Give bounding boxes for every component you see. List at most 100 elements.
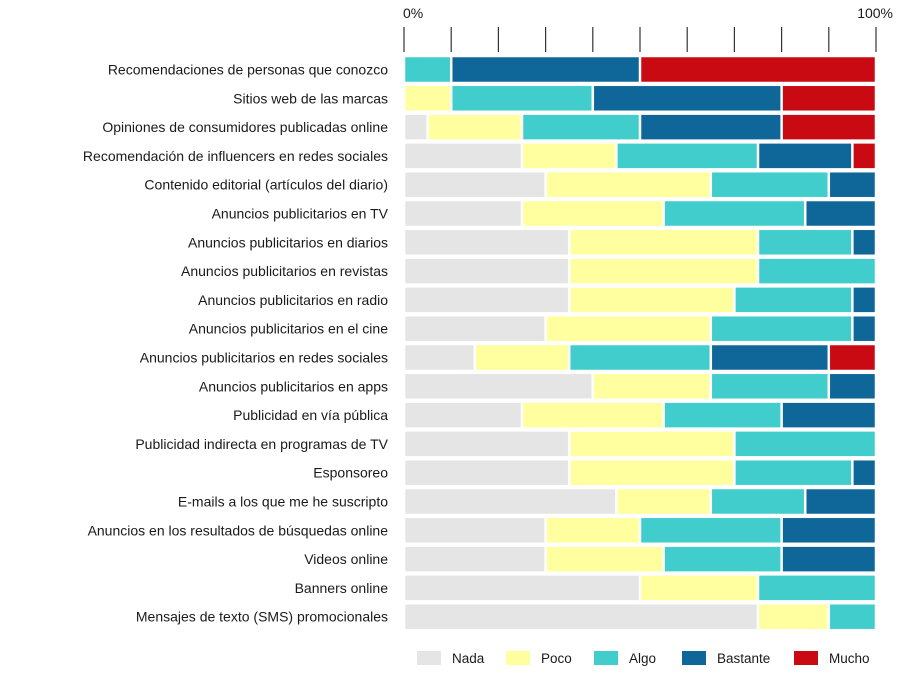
category-label: Banners online bbox=[295, 580, 389, 596]
bar-segment-algo bbox=[640, 517, 781, 544]
bar-segment-nada bbox=[404, 517, 545, 544]
bar-segment-bastante bbox=[853, 459, 876, 486]
bar-segment-poco bbox=[546, 517, 640, 544]
category-label: Anuncios publicitarios en el cine bbox=[189, 321, 388, 337]
bar-segment-algo bbox=[711, 488, 805, 515]
bar-segment-algo bbox=[569, 344, 711, 371]
bar-segment-nada bbox=[404, 200, 522, 227]
bar-segment-poco bbox=[593, 373, 711, 400]
bar-segment-nada bbox=[404, 546, 545, 572]
bar-segment-nada bbox=[404, 143, 522, 169]
category-label: Anuncios publicitarios en radio bbox=[198, 292, 388, 308]
bar-segment-algo bbox=[758, 258, 876, 284]
bar-segment-algo bbox=[758, 229, 852, 256]
bars bbox=[404, 56, 876, 630]
bar-segment-mucho bbox=[829, 344, 876, 371]
category-label: Esponsoreo bbox=[313, 465, 388, 481]
x-axis bbox=[403, 27, 877, 52]
legend-label-nada: Nada bbox=[452, 651, 485, 666]
bar-segment-bastante bbox=[451, 56, 640, 83]
category-label: Recomendación de influencers en redes so… bbox=[83, 148, 388, 164]
bar-segment-algo bbox=[664, 402, 781, 428]
bar-segment-poco bbox=[546, 315, 711, 342]
bar-segment-algo bbox=[829, 603, 876, 630]
bar-segment-algo bbox=[735, 459, 852, 486]
bar-segment-mucho bbox=[853, 143, 876, 169]
category-label: Publicidad en vía pública bbox=[233, 407, 388, 423]
bar-segment-algo bbox=[664, 200, 805, 227]
bar-segment-poco bbox=[546, 546, 663, 572]
category-label: Publicidad indirecta en programas de TV bbox=[135, 436, 388, 452]
bar-segment-poco bbox=[546, 171, 711, 198]
bar-segment-nada bbox=[404, 373, 593, 400]
bar-segment-algo bbox=[617, 143, 758, 169]
bar-segment-algo bbox=[711, 315, 852, 342]
legend-label-poco: Poco bbox=[541, 651, 572, 666]
bar-segment-poco bbox=[522, 200, 663, 227]
bar-segment-mucho bbox=[640, 56, 876, 83]
bar-segment-bastante bbox=[782, 546, 876, 572]
category-label: Anuncios publicitarios en revistas bbox=[181, 263, 388, 279]
category-label: Videos online bbox=[304, 551, 388, 567]
bar-segment-poco bbox=[569, 258, 758, 284]
bar-segment-nada bbox=[404, 287, 569, 313]
category-label: Anuncios en los resultados de búsquedas … bbox=[88, 522, 389, 538]
bar-segment-bastante bbox=[853, 229, 876, 256]
bar-segment-bastante bbox=[782, 517, 876, 544]
bar-segment-nada bbox=[404, 344, 475, 371]
bar-segment-algo bbox=[735, 431, 876, 457]
bar-segment-nada bbox=[404, 488, 616, 515]
bar-segment-bastante bbox=[711, 344, 829, 371]
bar-segment-bastante bbox=[829, 373, 876, 400]
bar-segment-bastante bbox=[640, 114, 781, 140]
bar-segment-nada bbox=[404, 459, 569, 486]
category-label: Recomendaciones de personas que conozco bbox=[108, 62, 388, 78]
bar-segment-nada bbox=[404, 603, 758, 630]
bar-segment-poco bbox=[475, 344, 569, 371]
category-label: Anuncios publicitarios en TV bbox=[212, 206, 389, 222]
legend-swatch-algo bbox=[594, 651, 618, 665]
bar-segment-poco bbox=[522, 143, 616, 169]
bar-segment-nada bbox=[404, 315, 545, 342]
legend-label-algo: Algo bbox=[629, 651, 656, 666]
bar-segment-nada bbox=[404, 229, 569, 256]
legend-label-mucho: Mucho bbox=[829, 651, 870, 666]
bar-segment-poco bbox=[404, 85, 451, 112]
bar-segment-bastante bbox=[853, 287, 876, 313]
legend-swatch-poco bbox=[506, 651, 530, 665]
bar-segment-poco bbox=[640, 575, 758, 601]
category-labels: Recomendaciones de personas que conozco S… bbox=[83, 62, 389, 625]
category-label: Mensajes de texto (SMS) promocionales bbox=[136, 609, 388, 625]
bar-segment-poco bbox=[569, 431, 734, 457]
bar-segment-poco bbox=[758, 603, 829, 630]
bar-segment-poco bbox=[428, 114, 522, 140]
bar-segment-nada bbox=[404, 258, 569, 284]
bar-segment-algo bbox=[404, 56, 451, 83]
category-label: Sitios web de las marcas bbox=[233, 90, 388, 106]
bar-segment-nada bbox=[404, 575, 640, 601]
bar-segment-bastante bbox=[829, 171, 876, 198]
bar-segment-bastante bbox=[593, 85, 781, 112]
category-label: Anuncios publicitarios en diarios bbox=[188, 234, 388, 250]
bar-segment-nada bbox=[404, 171, 545, 198]
bar-segment-algo bbox=[451, 85, 593, 112]
bar-segment-poco bbox=[617, 488, 711, 515]
bar-segment-poco bbox=[569, 229, 758, 256]
bar-segment-algo bbox=[711, 373, 829, 400]
legend-swatch-nada bbox=[417, 651, 441, 665]
bar-segment-bastante bbox=[758, 143, 852, 169]
bar-segment-bastante bbox=[805, 200, 876, 227]
bar-segment-nada bbox=[404, 431, 569, 457]
category-label: E-mails a los que me he suscripto bbox=[178, 494, 388, 510]
bar-segment-mucho bbox=[782, 114, 876, 140]
bar-segment-poco bbox=[569, 459, 734, 486]
bar-segment-nada bbox=[404, 402, 522, 428]
legend-label-bastante: Bastante bbox=[717, 651, 770, 666]
category-label: Opiniones de consumidores publicadas onl… bbox=[102, 119, 388, 135]
category-label: Anuncios publicitarios en redes sociales bbox=[140, 350, 388, 366]
bar-segment-nada bbox=[404, 114, 427, 140]
bar-segment-poco bbox=[522, 402, 663, 428]
category-label: Contenido editorial (artículos del diari… bbox=[144, 177, 388, 193]
bar-segment-algo bbox=[522, 114, 640, 140]
